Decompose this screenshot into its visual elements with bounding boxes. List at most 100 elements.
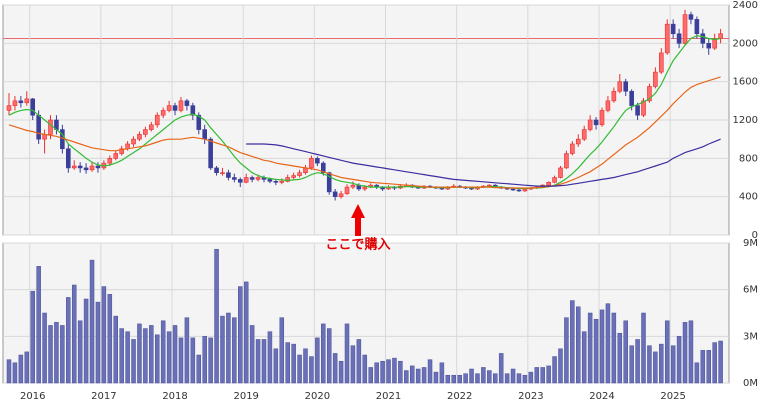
candle-body [564, 153, 569, 169]
candle-body [178, 100, 184, 111]
candle-body [36, 114, 41, 140]
volume-bar [493, 373, 498, 384]
volume-bar [77, 320, 83, 384]
volume-bar [421, 367, 427, 384]
volume-bar [623, 320, 628, 384]
volume-bar [386, 359, 391, 384]
x-tick-label: 2020 [305, 391, 330, 402]
volume-bar [321, 323, 326, 384]
candle-body [226, 172, 231, 178]
volume-bar [682, 322, 688, 384]
volume-bar [599, 309, 605, 384]
volume-bar [255, 339, 261, 384]
candle-body [629, 90, 634, 106]
volume-bar [516, 373, 522, 384]
candle-body [575, 138, 581, 145]
candle-body [362, 186, 368, 190]
candle-body [232, 177, 237, 180]
candle-body [154, 114, 160, 126]
volume-bar [694, 362, 700, 384]
candle-body [682, 14, 688, 44]
x-tick-label: 2017 [91, 391, 116, 402]
candle-body [6, 105, 12, 111]
volume-bar [629, 345, 634, 384]
candle-body [285, 177, 291, 182]
volume-bar [718, 340, 723, 384]
moving-average [8, 76, 721, 189]
volume-bar [676, 336, 682, 384]
candle-body [344, 186, 350, 195]
volume-bar [463, 373, 468, 384]
candle-body [546, 181, 551, 186]
volume-bar [398, 360, 403, 384]
candle-body [326, 172, 332, 193]
volume-bar [469, 368, 474, 384]
candle-body [243, 177, 249, 183]
candle-body [338, 193, 344, 197]
volume-bar [528, 371, 534, 384]
candle-body [623, 81, 629, 92]
candle-body [688, 14, 694, 20]
candle-body [77, 165, 83, 169]
candle-body [522, 188, 528, 192]
volume-bar [12, 362, 18, 384]
volume-bar [635, 339, 640, 384]
volume-bar [166, 331, 172, 384]
volume-bar [89, 259, 95, 384]
volume-bar [427, 359, 433, 384]
volume-bar [368, 367, 373, 384]
volume-bar [404, 370, 409, 384]
volume-bar [71, 284, 77, 384]
candle-body [113, 153, 119, 159]
x-tick-label: 2021 [376, 391, 401, 402]
volume-bar [214, 248, 219, 384]
volume-bar [570, 300, 575, 384]
volume-bar [315, 337, 320, 384]
x-tick-label: 2019 [233, 391, 258, 402]
volume-bar [451, 374, 456, 384]
volume-bar [267, 331, 273, 384]
candle-body [593, 119, 599, 126]
volume-bar [178, 337, 184, 384]
annotation: ここで購入 [325, 237, 390, 253]
candle-body [279, 181, 285, 183]
candle-body [670, 23, 676, 35]
volume-bar [445, 374, 451, 384]
y-tick-label: 1200 [733, 115, 758, 126]
volume-bar [504, 373, 510, 384]
candle-body [617, 81, 623, 92]
volume-bar [587, 312, 593, 384]
candle-body [653, 71, 658, 87]
candle-body [599, 110, 605, 126]
candle-body [694, 19, 700, 35]
candle-body [95, 165, 101, 169]
volume-bar [433, 371, 439, 384]
volume-bar [338, 360, 344, 384]
volume-bar [303, 348, 308, 384]
candle-body [71, 165, 77, 169]
volume-bar [279, 317, 285, 384]
candle-body [309, 158, 314, 169]
volume-bar [415, 368, 421, 384]
candle-body [510, 188, 516, 191]
y-tick-label: 800 [739, 153, 758, 164]
volume-bar [273, 348, 279, 384]
volume-bar [196, 354, 202, 384]
volume-bar [261, 339, 267, 384]
candle-body [166, 105, 172, 111]
volume-bar [475, 373, 480, 384]
candle-body [48, 119, 53, 135]
volume-bar [712, 342, 717, 384]
candle-body [320, 162, 326, 174]
candle-body [24, 98, 30, 104]
volume-bar [125, 331, 130, 384]
candle-body [107, 158, 113, 164]
volume-bar [54, 322, 59, 384]
candle-body [89, 165, 95, 171]
volume-bar [30, 290, 35, 384]
candle-body [12, 100, 18, 106]
volume-bar [48, 325, 53, 384]
candle-body [718, 33, 723, 39]
arrow [351, 204, 365, 236]
volume-bar [409, 365, 415, 384]
